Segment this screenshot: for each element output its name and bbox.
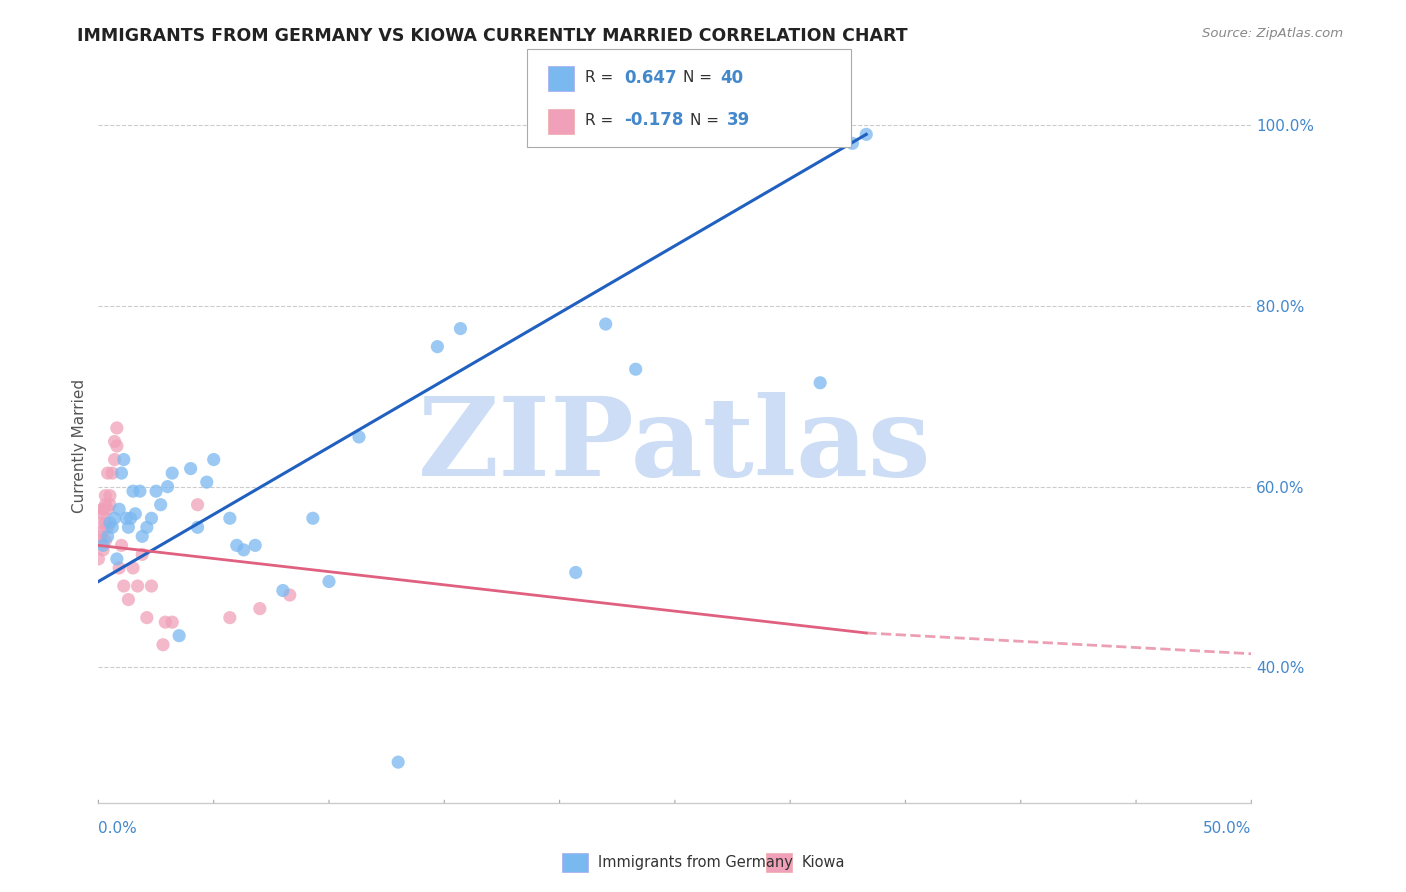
Text: R =: R = <box>585 113 619 128</box>
Point <box>160 466 183 480</box>
Point <box>564 566 586 580</box>
Point <box>101 466 124 480</box>
Text: N =: N = <box>683 70 717 85</box>
Point <box>149 498 172 512</box>
Text: 39: 39 <box>727 112 751 129</box>
Point <box>117 520 139 534</box>
Point <box>90 516 112 530</box>
Text: -0.178: -0.178 <box>624 112 683 129</box>
Text: IMMIGRANTS FROM GERMANY VS KIOWA CURRENTLY MARRIED CORRELATION CHART: IMMIGRANTS FROM GERMANY VS KIOWA CURRENT… <box>77 27 908 45</box>
Point <box>131 548 153 562</box>
Point <box>97 502 120 516</box>
Point <box>90 533 112 548</box>
Point <box>808 376 831 390</box>
Point <box>145 484 167 499</box>
Point <box>225 538 247 552</box>
Point <box>841 136 863 151</box>
Point <box>115 511 138 525</box>
Point <box>426 340 449 354</box>
Point <box>94 498 117 512</box>
Point <box>232 542 254 557</box>
Text: 50.0%: 50.0% <box>1204 821 1251 836</box>
Point <box>94 533 117 548</box>
Point <box>129 484 152 499</box>
Point <box>91 502 114 516</box>
Point <box>187 498 209 512</box>
Point <box>97 466 120 480</box>
Point <box>155 615 177 629</box>
Point <box>87 552 110 566</box>
Point <box>127 579 149 593</box>
Point <box>98 516 121 530</box>
Point <box>202 452 225 467</box>
Point <box>98 489 121 503</box>
Point <box>855 128 877 142</box>
Point <box>103 452 125 467</box>
Point <box>187 520 209 534</box>
Point <box>124 507 146 521</box>
Point <box>156 480 179 494</box>
Point <box>180 461 202 475</box>
Point <box>271 583 294 598</box>
Point <box>91 524 114 539</box>
Point <box>195 475 218 490</box>
Point <box>131 529 153 543</box>
Point <box>108 502 131 516</box>
Point <box>167 629 190 643</box>
Point <box>90 529 112 543</box>
Point <box>105 421 128 435</box>
Point <box>141 579 163 593</box>
Point <box>249 601 271 615</box>
Text: N =: N = <box>690 113 724 128</box>
Point <box>347 430 370 444</box>
Point <box>105 552 128 566</box>
Y-axis label: Currently Married: Currently Married <box>72 379 87 513</box>
Text: 0.0%: 0.0% <box>98 821 138 836</box>
Text: Source: ZipAtlas.com: Source: ZipAtlas.com <box>1202 27 1343 40</box>
Point <box>91 507 114 521</box>
Point <box>110 538 132 552</box>
Point <box>135 520 157 534</box>
Point <box>595 317 617 331</box>
Point <box>141 511 163 525</box>
Point <box>152 638 174 652</box>
Point <box>105 439 128 453</box>
Point <box>94 516 117 530</box>
Point <box>624 362 647 376</box>
Point <box>218 511 240 525</box>
Point <box>91 542 114 557</box>
Point <box>117 592 139 607</box>
Point <box>387 755 409 769</box>
Point <box>135 610 157 624</box>
Point <box>98 498 121 512</box>
Point <box>112 579 135 593</box>
Point <box>245 538 267 552</box>
Text: R =: R = <box>585 70 619 85</box>
Text: 0.647: 0.647 <box>624 69 676 87</box>
Point <box>103 511 125 525</box>
Point <box>218 610 240 624</box>
Point <box>160 615 183 629</box>
Point <box>91 502 114 516</box>
Text: Kiowa: Kiowa <box>801 855 845 870</box>
Point <box>110 466 132 480</box>
Point <box>91 538 114 552</box>
Point <box>97 520 120 534</box>
Point <box>120 511 142 525</box>
Point <box>278 588 301 602</box>
Point <box>112 452 135 467</box>
Point <box>302 511 325 525</box>
Point <box>97 529 120 543</box>
Point <box>94 489 117 503</box>
Point <box>122 484 145 499</box>
Point <box>122 561 145 575</box>
Point <box>103 434 125 449</box>
Point <box>101 520 124 534</box>
Text: 40: 40 <box>720 69 742 87</box>
Text: Immigrants from Germany: Immigrants from Germany <box>598 855 793 870</box>
Text: ZIPatlas: ZIPatlas <box>418 392 932 500</box>
Point <box>318 574 340 589</box>
Point <box>108 561 131 575</box>
Point <box>449 321 471 335</box>
